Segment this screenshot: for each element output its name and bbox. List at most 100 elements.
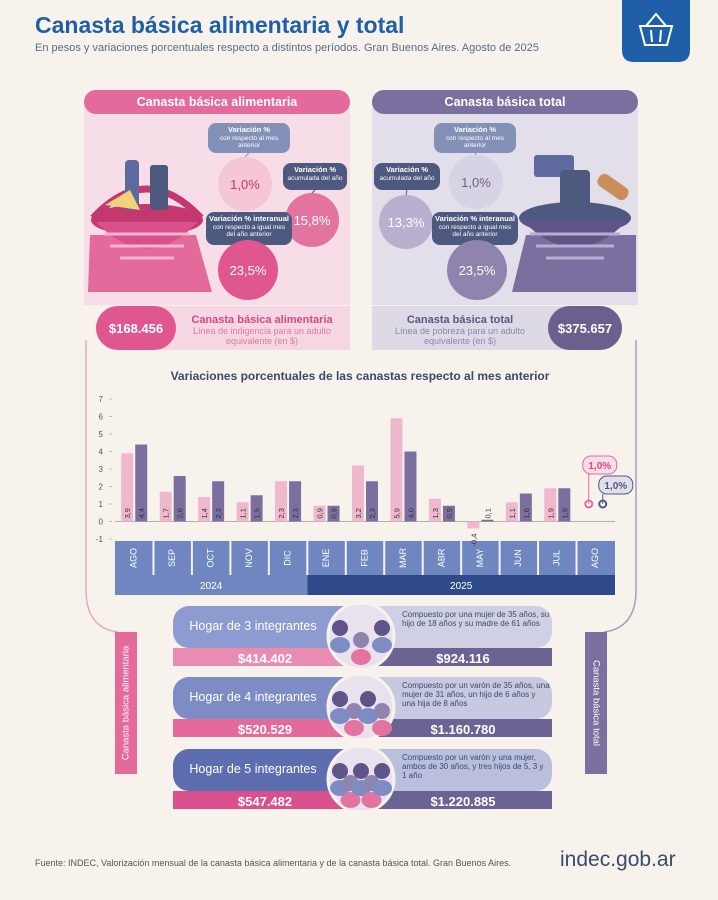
- value-label: 2,3: [291, 508, 300, 518]
- household-cbt-box: [360, 791, 552, 809]
- person-body: [344, 720, 364, 736]
- value-label: 1,0%: [604, 481, 627, 492]
- bar: [366, 481, 378, 522]
- household-desc-box: [360, 749, 552, 791]
- x-tick-label: OCT: [206, 548, 216, 568]
- value-label: 1,9: [560, 508, 569, 518]
- x-tick-label: NOV: [244, 548, 254, 568]
- x-tick-label: JUN: [513, 549, 523, 567]
- variation-box: [432, 212, 518, 245]
- bar: [404, 451, 417, 522]
- value-label: -0,4: [469, 534, 478, 547]
- household-cba-box: [173, 791, 363, 809]
- variation-label: Variación % interanual: [208, 214, 290, 223]
- year-label: 2024: [200, 581, 223, 592]
- callout: [598, 475, 634, 495]
- bar: [558, 488, 571, 522]
- y-tick-label: -1: [96, 535, 104, 544]
- person-head: [353, 763, 369, 779]
- year-band: [115, 575, 308, 595]
- variation-sub: con respecto al mes anterior: [219, 135, 279, 150]
- person-body: [340, 792, 361, 808]
- variation-value: 1,0%: [461, 175, 491, 190]
- x-tick-label: MAR: [398, 548, 408, 569]
- x-tick-label: SEP: [167, 549, 177, 567]
- variation-sub: con respecto a igual mes del año anterio…: [212, 224, 286, 239]
- person-head: [374, 703, 390, 719]
- subtitle: En pesos y variaciones porcentuales resp…: [35, 42, 539, 54]
- variation-label: Variación %: [453, 125, 497, 134]
- year-band: [307, 575, 615, 595]
- y-tick-label: 3: [99, 465, 104, 474]
- person-body: [372, 637, 392, 653]
- person-head: [332, 691, 348, 707]
- value-label: 1,6: [522, 508, 531, 518]
- household-title-box: [173, 749, 363, 791]
- value-label: 1,0%: [588, 461, 611, 472]
- variation-circle: [449, 155, 503, 209]
- y-tick-label: 2: [99, 483, 104, 492]
- value-label: 1,9: [546, 508, 555, 518]
- variation-sub: acumulada del año: [379, 175, 435, 182]
- callout: [582, 455, 618, 475]
- y-tick-label: 7: [99, 395, 104, 404]
- variation-box: [374, 163, 440, 190]
- value-label: 1,1: [508, 508, 517, 518]
- bar: [505, 502, 518, 522]
- bar: [159, 491, 172, 522]
- variation-circle: [447, 240, 507, 300]
- household-cba-box: [173, 648, 363, 666]
- y-tick-label: 4: [99, 448, 104, 457]
- person-head: [353, 632, 369, 648]
- person-body: [372, 780, 392, 796]
- variation-label: Variación %: [227, 125, 271, 134]
- basket-icon: [638, 12, 674, 46]
- x-tick-label: FEB: [359, 549, 369, 567]
- panel-title: Canasta básica alimentaria: [136, 95, 298, 109]
- side-label: Canasta básica alimentaria: [121, 645, 132, 760]
- household-desc: Compuesto por un varón de 35 años, una m…: [402, 681, 550, 709]
- variation-sub: con respecto al mes anterior: [445, 135, 505, 150]
- basket-illustration: [512, 155, 636, 292]
- connector: [311, 189, 316, 194]
- household-desc-box: [360, 677, 552, 719]
- variation-value: 15,8%: [294, 213, 331, 228]
- x-tick-label: ENE: [321, 549, 331, 568]
- basket-illustration: [88, 160, 212, 292]
- price: $375.657: [558, 321, 612, 336]
- bar: [544, 488, 557, 522]
- variation-value: 23,5%: [230, 263, 267, 278]
- frame-left: [85, 340, 119, 633]
- person-head: [332, 763, 348, 779]
- variation-value: 1,0%: [230, 177, 260, 192]
- person-body: [372, 720, 392, 736]
- household-cbt-box: [360, 719, 552, 737]
- value-label: 0,9: [330, 508, 339, 518]
- variation-sub: acumulada del año: [287, 175, 343, 182]
- x-tick-label: JUL: [552, 550, 562, 566]
- chart-title: Variaciones porcentuales de las canastas…: [170, 369, 550, 383]
- y-tick-label: 5: [99, 430, 104, 439]
- value-label: 1,4: [200, 508, 209, 518]
- household-cbt: $1.220.885: [430, 794, 495, 809]
- panel-title: Canasta básica total: [444, 95, 566, 109]
- person-body: [351, 649, 371, 665]
- household-title: Hogar de 5 integrantes: [189, 762, 317, 776]
- x-tick-label: ABR: [436, 548, 446, 567]
- household-cba: $547.482: [238, 794, 292, 809]
- variation-circle: [218, 240, 278, 300]
- person-head: [360, 691, 376, 707]
- price-pill: [548, 306, 622, 350]
- variation-label: Variación % interanual: [434, 214, 516, 223]
- household-desc: Compuesto por una mujer de 35 años, su h…: [402, 610, 550, 629]
- variation-box: [434, 123, 516, 153]
- connector: [405, 189, 408, 196]
- value-label: 3,2: [354, 508, 363, 518]
- y-tick-label: 6: [99, 413, 104, 422]
- household-desc: Compuesto por un varón y una mujer, ambo…: [402, 753, 544, 781]
- side-bar: [585, 632, 607, 774]
- variation-label: Variación %: [385, 165, 429, 174]
- y-tick-label: 0: [99, 518, 104, 527]
